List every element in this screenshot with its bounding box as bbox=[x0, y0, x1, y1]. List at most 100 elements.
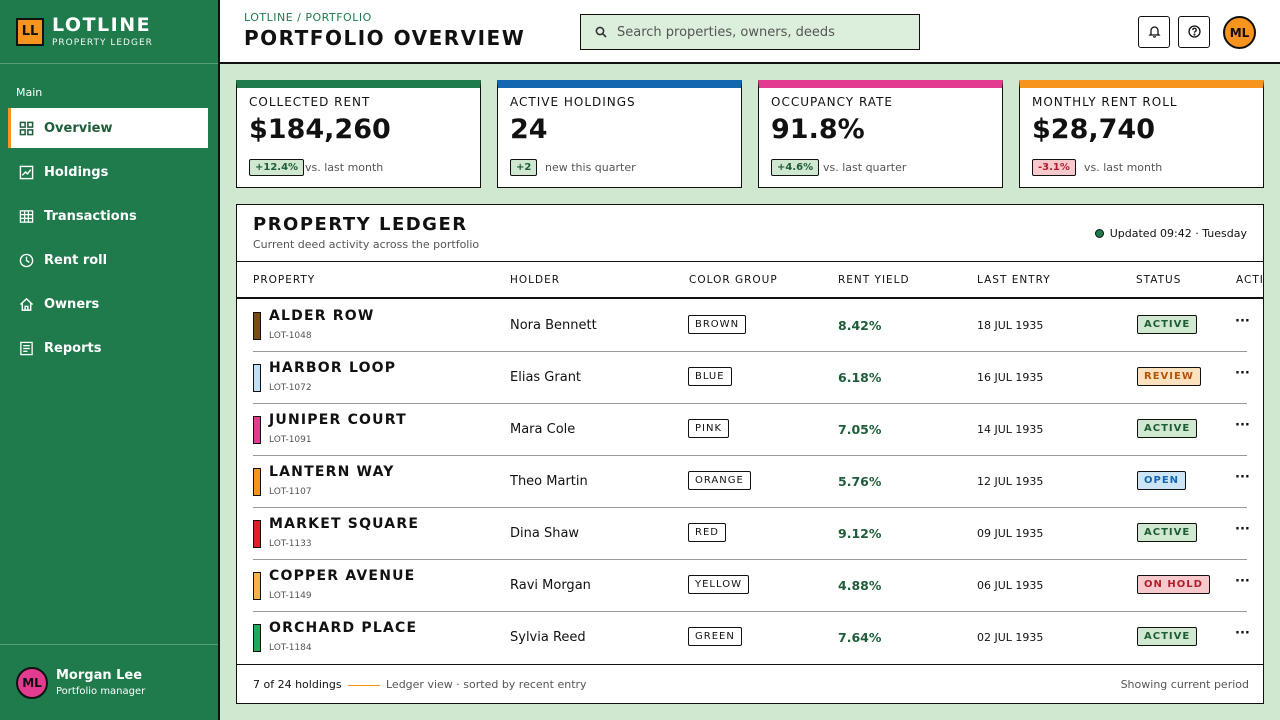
kpi-card-occupancy-rate[interactable]: OCCUPANCY RATE 91.8% +4.6% vs. last quar… bbox=[758, 80, 1003, 188]
kpi-value: $28,740 bbox=[1032, 114, 1155, 145]
rent-yield: 7.64% bbox=[838, 630, 882, 645]
kpi-card-monthly-rent-roll[interactable]: MONTHLY RENT ROLL $28,740 -3.1% vs. last… bbox=[1019, 80, 1264, 188]
sidebar-item-holdings[interactable]: Holdings bbox=[8, 152, 208, 192]
sidebar-item-overview[interactable]: Overview bbox=[8, 108, 208, 148]
kpi-note: vs. last month bbox=[305, 161, 384, 174]
help-icon bbox=[1187, 23, 1201, 42]
column-header-holder[interactable]: HOLDER bbox=[510, 274, 561, 286]
search-bar[interactable] bbox=[580, 14, 920, 50]
table-row[interactable]: LANTERN WAY LOT-1107 Theo Martin ORANGE … bbox=[253, 456, 1250, 508]
property-ledger-panel: PROPERTY LEDGER Current deed activity ac… bbox=[236, 204, 1264, 704]
kpi-value: 24 bbox=[510, 114, 548, 145]
more-actions-button[interactable]: ··· bbox=[1235, 418, 1250, 433]
bell-icon bbox=[1147, 23, 1161, 42]
last-entry-date: 06 JUL 1935 bbox=[977, 579, 1044, 592]
brand[interactable]: LL LOTLINE PROPERTY LEDGER bbox=[0, 0, 218, 64]
sidebar-item-transactions[interactable]: Transactions bbox=[8, 196, 208, 236]
kpi-label: OCCUPANCY RATE bbox=[771, 95, 893, 109]
more-actions-button[interactable]: ··· bbox=[1235, 314, 1250, 329]
kpi-card-active-holdings[interactable]: ACTIVE HOLDINGS 24 +2 new this quarter bbox=[497, 80, 742, 188]
property-lot: LOT-1072 bbox=[269, 383, 312, 393]
more-actions-button[interactable]: ··· bbox=[1235, 626, 1250, 641]
kpi-trend-badge: +12.4% bbox=[249, 159, 305, 176]
property-lot: LOT-1184 bbox=[269, 643, 312, 653]
table-row[interactable]: ORCHARD PLACE LOT-1184 Sylvia Reed GREEN… bbox=[253, 612, 1250, 664]
holder-name: Nora Bennett bbox=[510, 318, 597, 333]
kpi-label: MONTHLY RENT ROLL bbox=[1032, 95, 1178, 109]
color-swatch bbox=[253, 572, 261, 600]
notifications-button[interactable] bbox=[1138, 16, 1170, 48]
status-badge: ON HOLD bbox=[1137, 575, 1210, 594]
sidebar-item-owners[interactable]: Owners bbox=[8, 284, 208, 324]
nav-section-label: Main bbox=[16, 86, 43, 99]
kpi-label: ACTIVE HOLDINGS bbox=[510, 95, 636, 109]
property-name[interactable]: MARKET SQUARE bbox=[269, 516, 420, 532]
property-name[interactable]: LANTERN WAY bbox=[269, 464, 395, 480]
holder-name: Mara Cole bbox=[510, 422, 576, 437]
header-avatar[interactable]: ML bbox=[1223, 16, 1256, 49]
panel-title: PROPERTY LEDGER bbox=[253, 214, 468, 235]
user-profile[interactable]: ML Morgan Lee Portfolio manager bbox=[0, 644, 218, 720]
holder-name: Sylvia Reed bbox=[510, 630, 586, 645]
column-header-rent-yield[interactable]: RENT YIELD bbox=[838, 274, 910, 286]
color-swatch bbox=[253, 312, 261, 340]
property-lot: LOT-1107 bbox=[269, 487, 312, 497]
property-name[interactable]: HARBOR LOOP bbox=[269, 360, 397, 376]
property-lot: LOT-1091 bbox=[269, 435, 312, 445]
sidebar-item-label: Transactions bbox=[44, 208, 137, 224]
table-row[interactable]: MARKET SQUARE LOT-1133 Dina Shaw RED 9.1… bbox=[253, 508, 1250, 560]
table-row[interactable]: HARBOR LOOP LOT-1072 Elias Grant BLUE 6.… bbox=[253, 352, 1250, 404]
help-button[interactable] bbox=[1178, 16, 1210, 48]
sidebar: LL LOTLINE PROPERTY LEDGER Main Overview… bbox=[0, 0, 220, 720]
status-badge: ACTIVE bbox=[1137, 315, 1198, 334]
updated-text: Updated 09:42 · Tuesday bbox=[1109, 227, 1247, 240]
sidebar-item-label: Overview bbox=[44, 120, 113, 136]
rent-yield: 7.05% bbox=[838, 422, 882, 437]
last-entry-date: 09 JUL 1935 bbox=[977, 527, 1044, 540]
color-group-tag: YELLOW bbox=[688, 575, 749, 594]
period-label: Showing current period bbox=[1120, 678, 1249, 691]
status-dot-icon bbox=[1094, 229, 1104, 238]
property-name[interactable]: ALDER ROW bbox=[269, 308, 375, 324]
table-row[interactable]: COPPER AVENUE LOT-1149 Ravi Morgan YELLO… bbox=[253, 560, 1250, 612]
property-name[interactable]: ORCHARD PLACE bbox=[269, 620, 418, 636]
ledger-view-label: Ledger view · sorted by recent entry bbox=[386, 678, 587, 691]
kpi-card-collected-rent[interactable]: COLLECTED RENT $184,260 +12.4% vs. last … bbox=[236, 80, 481, 188]
more-actions-button[interactable]: ··· bbox=[1235, 522, 1250, 537]
sidebar-item-reports[interactable]: Reports bbox=[8, 328, 208, 368]
color-swatch bbox=[253, 416, 261, 444]
panel-subtitle: Current deed activity across the portfol… bbox=[253, 238, 480, 251]
property-name[interactable]: JUNIPER COURT bbox=[269, 412, 407, 428]
page-title: PORTFOLIO OVERVIEW bbox=[244, 26, 526, 50]
rent-yield: 4.88% bbox=[838, 578, 882, 593]
search-input[interactable] bbox=[617, 24, 907, 40]
last-entry-date: 14 JUL 1935 bbox=[977, 423, 1044, 436]
column-header-property[interactable]: PROPERTY bbox=[253, 274, 316, 286]
grid-icon bbox=[18, 120, 34, 136]
brand-logo: LL bbox=[16, 17, 44, 46]
property-lot: LOT-1048 bbox=[269, 331, 312, 341]
holder-name: Theo Martin bbox=[510, 474, 588, 489]
last-entry-date: 12 JUL 1935 bbox=[977, 475, 1044, 488]
property-name[interactable]: COPPER AVENUE bbox=[269, 568, 416, 584]
more-actions-button[interactable]: ··· bbox=[1235, 366, 1250, 381]
last-entry-date: 16 JUL 1935 bbox=[977, 371, 1044, 384]
more-actions-button[interactable]: ··· bbox=[1235, 574, 1250, 589]
color-group-tag: PINK bbox=[688, 419, 730, 438]
table-icon bbox=[18, 208, 34, 224]
brand-subtitle: PROPERTY LEDGER bbox=[52, 38, 153, 48]
sidebar-item-label: Owners bbox=[44, 296, 100, 312]
table-footer: 7 of 24 holdings Ledger view · sorted by… bbox=[237, 664, 1263, 703]
table-row[interactable]: JUNIPER COURT LOT-1091 Mara Cole PINK 7.… bbox=[253, 404, 1250, 456]
more-actions-button[interactable]: ··· bbox=[1235, 470, 1250, 485]
column-header-last-entry[interactable]: LAST ENTRY bbox=[977, 274, 1051, 286]
breadcrumb[interactable]: LOTLINE / PORTFOLIO bbox=[244, 11, 372, 24]
column-header-color-group[interactable]: COLOR GROUP bbox=[689, 274, 778, 286]
footer-divider bbox=[348, 685, 380, 686]
home-icon bbox=[18, 296, 34, 312]
kpi-note: vs. last quarter bbox=[823, 161, 907, 174]
table-row[interactable]: ALDER ROW LOT-1048 Nora Bennett BROWN 8.… bbox=[253, 300, 1250, 352]
sidebar-item-rent-roll[interactable]: Rent roll bbox=[8, 240, 208, 280]
column-header-status[interactable]: STATUS bbox=[1136, 274, 1182, 286]
status-badge: OPEN bbox=[1137, 471, 1187, 490]
